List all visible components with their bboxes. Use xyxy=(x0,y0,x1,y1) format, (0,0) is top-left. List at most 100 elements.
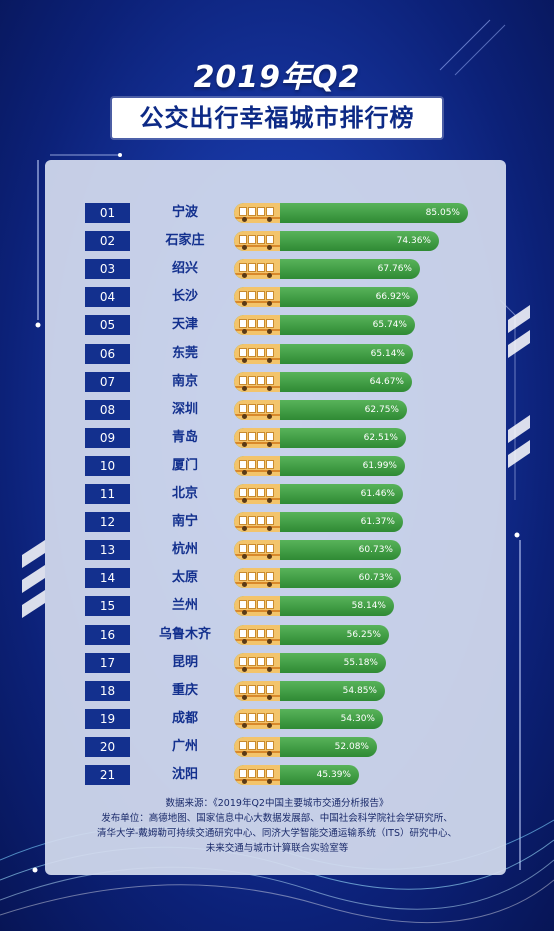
rank-badge: 14 xyxy=(85,568,130,589)
value-label: 55.18% xyxy=(343,657,378,668)
rank-badge: 19 xyxy=(85,708,130,729)
bus-icon xyxy=(234,540,280,561)
bus-icon xyxy=(234,371,280,392)
value-bar: 65.74% xyxy=(234,315,415,336)
publisher-line: 清华大学-戴姆勒可持续交通研究中心、同济大学智能交通运输系统（ITS）研究中心、 xyxy=(96,828,458,839)
value-label: 67.76% xyxy=(377,264,412,275)
rank-badge: 09 xyxy=(85,427,130,448)
ranking-row: 14 太原 60.73% xyxy=(0,568,554,590)
value-bar: 61.37% xyxy=(234,512,403,533)
city-label: 北京 xyxy=(171,486,198,501)
city-label: 东莞 xyxy=(171,345,198,361)
value-bar: 54.30% xyxy=(234,708,383,729)
city-label: 沈阳 xyxy=(171,767,198,782)
ranking-row: 03 绍兴 67.76% xyxy=(0,259,554,281)
bus-icon xyxy=(234,652,280,673)
ranking-row: 20 广州 52.08% xyxy=(0,736,554,759)
ranking-row: 05 天津 65.74% xyxy=(0,315,554,337)
rank-badge: 07 xyxy=(85,371,130,392)
rank-badge: 01 xyxy=(85,203,130,223)
city-label: 绍兴 xyxy=(171,261,198,277)
value-label: 61.37% xyxy=(360,517,395,528)
rank-badge: 11 xyxy=(85,484,130,504)
bus-icon xyxy=(234,427,280,448)
value-label: 64.67% xyxy=(369,376,404,387)
ranking-row: 16 乌鲁木齐 56.25% xyxy=(0,624,554,647)
city-label: 广州 xyxy=(171,738,198,754)
rank-badge: 08 xyxy=(85,399,130,420)
value-label: 54.30% xyxy=(340,713,375,724)
value-label: 62.75% xyxy=(364,404,399,415)
city-label: 长沙 xyxy=(171,289,198,305)
city-label: 天津 xyxy=(171,317,198,333)
ranking-row: 18 重庆 54.85% xyxy=(0,680,554,703)
value-label: 58.14% xyxy=(351,601,386,612)
bus-icon xyxy=(234,484,280,504)
rank-badge: 13 xyxy=(85,540,130,561)
value-bar: 62.51% xyxy=(234,427,406,448)
bus-icon xyxy=(234,624,280,645)
city-label: 厦门 xyxy=(171,457,198,473)
ranking-row: 21 沈阳 45.39% xyxy=(0,765,554,787)
bus-icon xyxy=(234,315,280,336)
title-year: 2019年Q2 xyxy=(193,60,361,95)
city-label: 石家庄 xyxy=(165,233,205,249)
ranking-row: 07 南京 64.67% xyxy=(0,371,554,394)
city-label: 兰州 xyxy=(171,598,198,614)
bus-icon xyxy=(234,343,280,364)
bus-icon xyxy=(234,680,280,701)
bus-icon xyxy=(234,259,280,280)
rank-badge: 03 xyxy=(85,259,130,280)
value-bar: 58.14% xyxy=(234,596,394,617)
bus-icon xyxy=(234,596,280,617)
value-label: 74.36% xyxy=(396,236,431,247)
value-label: 85.05% xyxy=(425,208,460,218)
ranking-row: 01 宁波 85.05% xyxy=(0,203,554,225)
value-bar: 55.18% xyxy=(234,652,386,673)
city-label: 宁波 xyxy=(171,205,198,220)
city-label: 杭州 xyxy=(171,542,198,558)
value-bar: 52.08% xyxy=(234,736,377,757)
rank-badge: 20 xyxy=(85,736,130,757)
city-label: 深圳 xyxy=(171,401,198,417)
source-note: 数据来源：《2019年Q2中国主要城市交通分析报告》 发布单位：高德地图、国家信… xyxy=(60,796,494,856)
city-label: 太原 xyxy=(171,570,198,586)
value-bar: 67.76% xyxy=(234,259,420,280)
rank-badge: 10 xyxy=(85,455,130,476)
ranking-row: 08 深圳 62.75% xyxy=(0,399,554,422)
publisher-line: 发布单位：高德地图、国家信息中心大数据发展部、中国社会科学院社会学研究所、 xyxy=(101,813,453,824)
publisher-line: 未来交通与城市计算联合实验室等 xyxy=(205,843,349,854)
value-bar: 64.67% xyxy=(234,371,412,392)
city-label: 青岛 xyxy=(171,429,198,445)
ranking-row: 12 南宁 61.37% xyxy=(0,512,554,534)
title-box: 公交出行幸福城市排行榜 xyxy=(112,98,442,138)
value-label: 54.85% xyxy=(342,685,377,696)
rank-badge: 05 xyxy=(85,315,130,336)
ranking-row: 13 杭州 60.73% xyxy=(0,540,554,562)
rank-badge: 02 xyxy=(85,231,130,252)
value-label: 60.73% xyxy=(358,573,393,584)
value-label: 45.39% xyxy=(316,770,351,780)
value-label: 56.25% xyxy=(346,629,381,640)
rank-badge: 06 xyxy=(85,343,130,364)
ranking-row: 15 兰州 58.14% xyxy=(0,596,554,618)
bus-icon xyxy=(234,765,280,785)
ranking-row: 06 东莞 65.14% xyxy=(0,343,554,366)
value-bar: 66.92% xyxy=(234,287,418,308)
bus-icon xyxy=(234,736,280,757)
rank-badge: 18 xyxy=(85,680,130,701)
value-label: 66.92% xyxy=(375,292,410,303)
value-label: 52.08% xyxy=(334,741,369,752)
value-bar: 61.99% xyxy=(234,455,405,476)
bus-icon xyxy=(234,399,280,420)
ranking-row: 10 厦门 61.99% xyxy=(0,455,554,478)
value-label: 60.73% xyxy=(358,545,393,556)
ranking-row: 11 北京 61.46% xyxy=(0,484,554,506)
bus-icon xyxy=(234,708,280,729)
value-bar: 62.75% xyxy=(234,399,407,420)
bus-icon xyxy=(234,568,280,589)
city-label: 重庆 xyxy=(171,682,198,698)
value-bar: 56.25% xyxy=(234,624,389,645)
city-label: 南京 xyxy=(171,373,198,389)
rank-badge: 12 xyxy=(85,512,130,533)
